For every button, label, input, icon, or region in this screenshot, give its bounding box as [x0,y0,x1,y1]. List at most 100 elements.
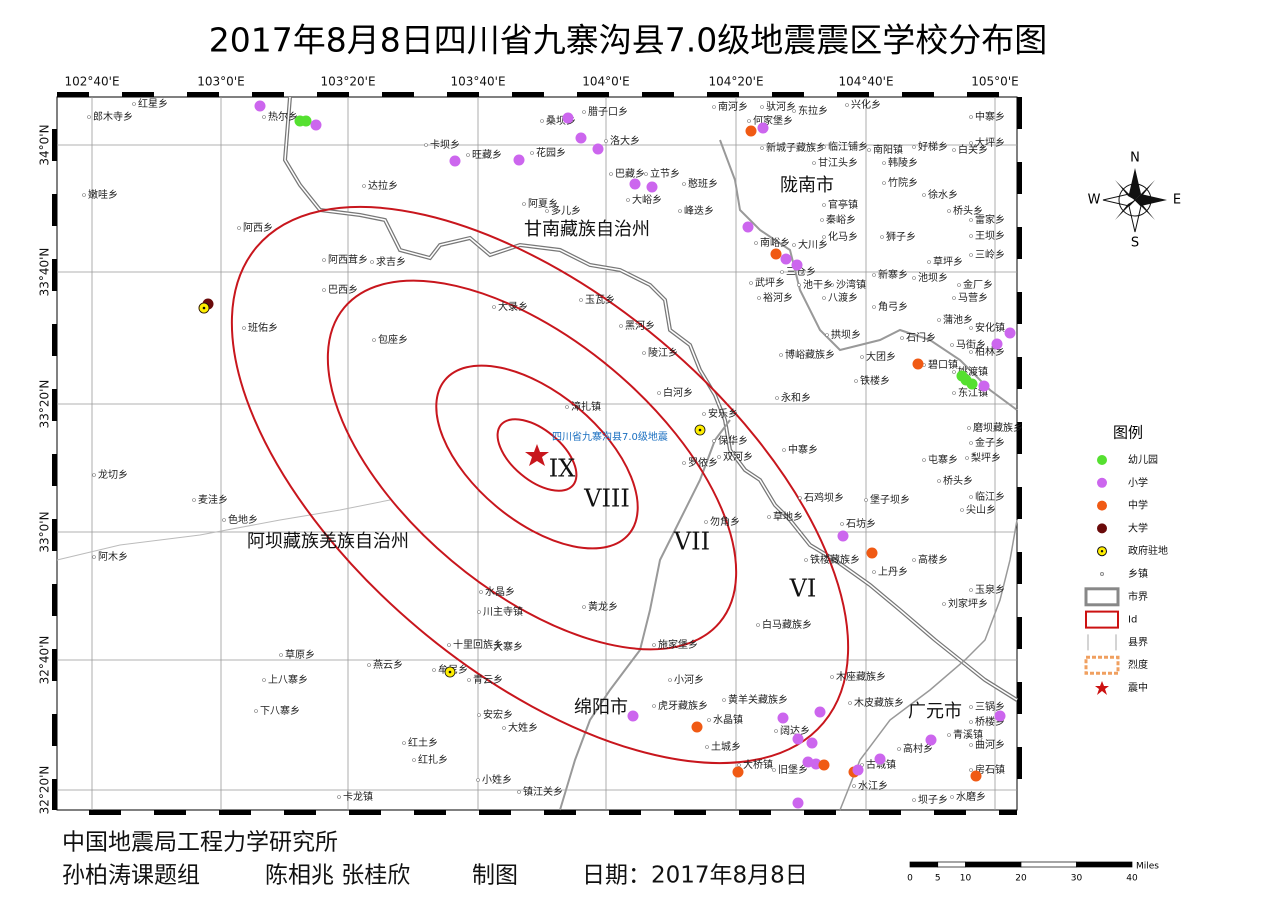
town-label: 屯寨乡 [928,453,958,466]
town-dot [822,203,826,207]
town-label: 博峪藏族乡 [785,348,835,361]
border-strip [52,649,57,681]
compass-label: S [1131,236,1139,251]
town-dot [372,338,376,342]
latitude-label: 33°40'N [38,248,52,297]
town-dot [952,296,956,300]
town-label: 桥头乡 [953,205,983,217]
town-label: 金子乡 [975,436,1005,449]
boundaries [56,96,1019,811]
town-dot [969,234,973,238]
town-label: 南峪乡 [760,236,790,249]
town-label: 玉瓦乡 [585,294,615,306]
intensity-label: IX [549,455,576,483]
town-dot [830,675,834,679]
town-label: 包座乡 [378,333,408,346]
town-dot [760,146,764,150]
town-label: 阿西乡 [243,222,273,234]
border-strip [804,810,836,815]
town-dot [969,218,973,222]
border-strip [52,129,57,161]
town-dot [609,172,613,176]
isoseismal-VII [326,279,738,651]
town-label: 拱坝乡 [831,328,861,341]
town-dot [969,441,973,445]
town-dot [927,260,931,264]
border-strip [52,584,57,616]
town-dot [969,115,973,119]
town-dot [492,305,496,309]
school-dot [646,181,658,193]
town-dot [882,161,886,165]
school-dot [513,154,525,166]
scale-segment [1020,861,1077,868]
town-label: 高村乡 [903,742,933,755]
town-dot [565,405,569,409]
border-strip [739,810,771,815]
school-dot [970,770,982,782]
border-strip [52,324,57,356]
town-label: 新寨乡 [878,268,908,281]
border-strip [934,810,966,815]
school-dot [925,734,937,746]
longitude-label: 102°40'E [64,75,119,89]
town-label: 陵江乡 [648,347,678,359]
scale-segment [909,861,939,868]
school-dot [310,119,322,131]
town-dot [747,119,751,123]
town-dot [502,726,506,730]
legend-swatch [1095,681,1109,695]
town-dot [772,768,776,772]
town-label: 中寨乡 [788,443,818,456]
school-dot [866,547,878,559]
town-label: 碧口镇 [928,358,958,371]
town-dot [969,720,973,724]
town-label: 安化镇 [975,321,1005,334]
town-label: 红扎乡 [418,753,448,766]
town-label: 房石镇 [975,763,1005,776]
town-dot [682,182,686,186]
scale-tick-label: 20 [1015,874,1027,884]
school-dot [742,221,754,233]
province-boundary-inner [284,96,1018,701]
town-dot [717,455,721,459]
town-dot [779,353,783,357]
isoseismals [230,205,850,765]
town-label: 双河乡 [723,451,753,463]
school-dot [791,259,803,271]
town-dot [545,209,549,213]
scale-tick-label: 5 [935,874,941,884]
town-label: 阔达乡 [780,724,810,737]
town-label: 沙湾镇 [836,278,866,291]
town-dot [132,102,136,106]
town-dot [882,181,886,185]
town-label: 大录乡 [498,300,528,313]
town-label: 上八寨乡 [268,673,308,686]
border-strip [284,810,316,815]
region-label: 阿坝藏族羌族自治州 [247,531,409,552]
town-label: 大川乡 [798,238,828,251]
town-label: 罗依乡 [688,456,718,469]
town-label: 东拉乡 [798,104,828,117]
school-dot [810,758,822,770]
town-label: 色地乡 [228,513,258,526]
school-dot [806,737,818,749]
scale-unit: Miles [1136,862,1159,872]
town-label: 班佑乡 [248,321,278,334]
latitude-label: 32°20'N [38,766,52,815]
border-strip [1017,422,1022,454]
border-strip [414,810,446,815]
town-dot [447,643,451,647]
town-label: 热尔乡 [268,110,298,123]
town-label: 八渡乡 [828,291,858,304]
town-label: 黄羊关藏族乡 [728,693,788,706]
town-label: 红土乡 [408,736,438,749]
town-label: 麦洼乡 [198,493,228,506]
legend-label: 烈度 [1128,658,1148,671]
town-dot [92,555,96,559]
border-strip [869,810,901,815]
town-dot [644,172,648,176]
scale-segment [1076,861,1133,868]
school-dot [912,358,924,370]
town-dot [707,718,711,722]
